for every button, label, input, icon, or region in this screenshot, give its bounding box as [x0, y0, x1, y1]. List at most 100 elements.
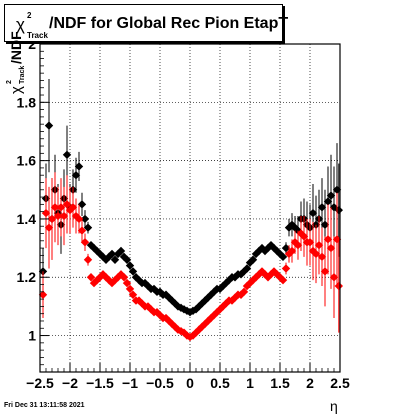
x-tick-label: −2: [62, 375, 78, 391]
data-point: [245, 278, 255, 288]
ylabel-chi: χ: [8, 86, 25, 94]
data-point: [50, 203, 60, 212]
data-point: [164, 293, 174, 302]
data-point: [83, 255, 93, 264]
data-point: [176, 326, 186, 336]
data-point: [236, 290, 246, 299]
data-point: [314, 240, 324, 250]
x-tick-label: 1.5: [270, 375, 290, 391]
y-tick-label: 1: [28, 328, 36, 344]
title-chi: χ: [16, 15, 25, 34]
data-point: [179, 305, 189, 314]
data-point: [71, 171, 81, 180]
x-tick-label: −1.5: [86, 375, 114, 391]
data-point: [212, 308, 222, 317]
data-point: [278, 252, 288, 262]
data-point: [206, 313, 216, 323]
grid: [40, 43, 340, 372]
ylabel-superscript: 2: [6, 80, 13, 84]
data-point: [68, 203, 78, 212]
data-point: [110, 255, 120, 264]
x-tick-label: 2.5: [330, 375, 350, 391]
data-point: [334, 281, 343, 291]
data-point: [143, 302, 153, 311]
y-axis-label: χ 2 Track /NDF: [4, 31, 26, 144]
data-point: [185, 332, 195, 342]
data-point: [323, 197, 333, 206]
data-point: [296, 229, 306, 238]
data-point: [170, 299, 180, 308]
data-point: [209, 287, 219, 297]
data-point: [191, 328, 201, 337]
series-layer: [38, 78, 343, 342]
y-tick-label: 1.8: [17, 94, 37, 110]
data-point: [311, 220, 321, 229]
data-point: [332, 235, 342, 244]
data-point: [80, 214, 90, 224]
data-point: [197, 322, 207, 332]
data-point: [128, 290, 138, 299]
data-point: [188, 306, 198, 315]
data-point: [41, 208, 51, 218]
data-point: [44, 121, 54, 130]
data-point: [83, 223, 93, 232]
data-point: [281, 243, 291, 253]
series-0: [38, 78, 343, 317]
data-point: [122, 255, 132, 264]
data-point: [77, 200, 87, 209]
data-point: [128, 267, 138, 276]
data-point: [236, 270, 246, 279]
x-tick-label: 0: [186, 375, 194, 391]
data-point: [305, 238, 315, 247]
data-point: [125, 261, 135, 270]
data-point: [62, 150, 72, 159]
series-1: [38, 172, 343, 342]
title-subscript: Track: [27, 31, 48, 40]
data-point: [242, 264, 252, 273]
data-point: [239, 287, 249, 297]
plot-frame: [39, 43, 341, 373]
data-point: [320, 220, 330, 229]
x-tick-label: −0.5: [146, 375, 174, 391]
x-tick-label: 2: [306, 375, 314, 391]
ylabel-text: /NDF: [8, 31, 24, 64]
data-point: [167, 296, 177, 305]
data-point: [242, 281, 252, 291]
data-point: [308, 208, 318, 218]
data-point: [248, 255, 258, 264]
data-point: [287, 246, 297, 256]
data-point: [317, 203, 327, 212]
data-point: [74, 214, 84, 224]
x-tick-label: −1: [122, 375, 138, 391]
data-point: [323, 235, 333, 244]
data-point: [173, 302, 183, 311]
data-point: [74, 162, 84, 171]
data-point: [215, 284, 225, 294]
data-point: [311, 249, 321, 259]
data-point: [86, 273, 96, 282]
data-point: [299, 232, 309, 241]
data-point: [290, 238, 300, 247]
data-point: [194, 325, 204, 334]
ylabel-subscript: Track: [19, 65, 26, 84]
data-point: [224, 275, 234, 285]
data-point: [281, 264, 291, 273]
y-tick-label: 2: [28, 36, 36, 52]
data-point: [131, 273, 141, 282]
chart-title: /NDF for Global Rec Pion EtapT: [49, 15, 289, 32]
timestamp-footer: Fri Dec 31 13:11:58 2021: [4, 402, 85, 409]
data-point: [326, 243, 336, 253]
data-point: [230, 273, 240, 282]
title-superscript: 2: [27, 11, 32, 20]
data-point: [80, 238, 90, 247]
data-point: [155, 310, 165, 320]
data-point: [56, 203, 66, 212]
data-point: [122, 278, 132, 288]
data-point: [203, 316, 213, 326]
data-point: [206, 290, 216, 299]
chart-title-box: χ 2 Track /NDF for Global Rec Pion EtapT: [4, 4, 288, 42]
data-point: [329, 273, 339, 282]
data-point: [38, 290, 48, 299]
data-point: [218, 281, 228, 291]
